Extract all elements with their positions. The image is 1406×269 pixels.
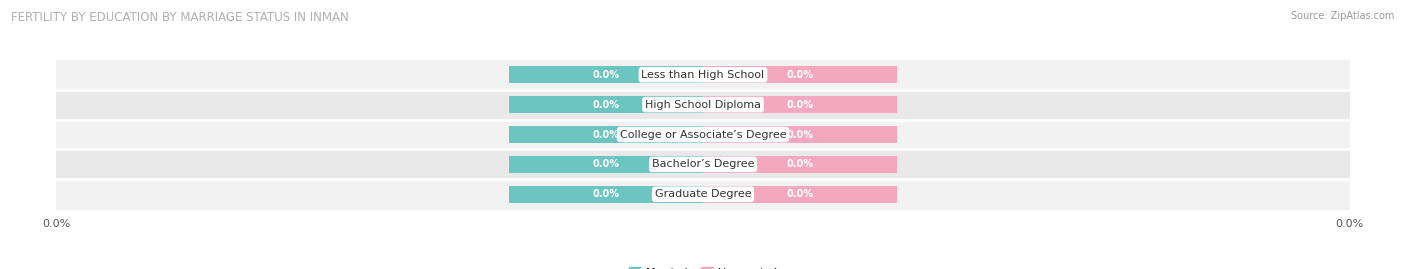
Bar <box>56 90 1350 119</box>
Text: Less than High School: Less than High School <box>641 70 765 80</box>
Bar <box>56 150 1350 179</box>
Text: 0.0%: 0.0% <box>592 70 620 80</box>
Bar <box>509 96 703 113</box>
Text: High School Diploma: High School Diploma <box>645 100 761 109</box>
Bar <box>703 126 897 143</box>
Text: 0.0%: 0.0% <box>592 100 620 109</box>
Text: Bachelor’s Degree: Bachelor’s Degree <box>652 160 754 169</box>
Text: FERTILITY BY EDUCATION BY MARRIAGE STATUS IN INMAN: FERTILITY BY EDUCATION BY MARRIAGE STATU… <box>11 11 349 24</box>
Text: Source: ZipAtlas.com: Source: ZipAtlas.com <box>1291 11 1395 21</box>
Text: 0.0%: 0.0% <box>786 100 814 109</box>
Legend: Married, Unmarried: Married, Unmarried <box>624 263 782 269</box>
Bar <box>509 126 703 143</box>
Bar <box>703 186 897 203</box>
Text: 0.0%: 0.0% <box>786 189 814 199</box>
Text: 0.0%: 0.0% <box>592 160 620 169</box>
Bar <box>703 66 897 83</box>
Bar <box>56 119 1350 150</box>
Bar <box>56 60 1350 90</box>
Text: Graduate Degree: Graduate Degree <box>655 189 751 199</box>
Bar <box>509 186 703 203</box>
Bar <box>509 66 703 83</box>
Text: 0.0%: 0.0% <box>786 160 814 169</box>
Bar <box>703 96 897 113</box>
Text: 0.0%: 0.0% <box>592 189 620 199</box>
Bar <box>509 156 703 173</box>
Bar <box>703 156 897 173</box>
Bar <box>56 179 1350 209</box>
Text: 0.0%: 0.0% <box>592 129 620 140</box>
Text: College or Associate’s Degree: College or Associate’s Degree <box>620 129 786 140</box>
Text: 0.0%: 0.0% <box>786 129 814 140</box>
Text: 0.0%: 0.0% <box>786 70 814 80</box>
